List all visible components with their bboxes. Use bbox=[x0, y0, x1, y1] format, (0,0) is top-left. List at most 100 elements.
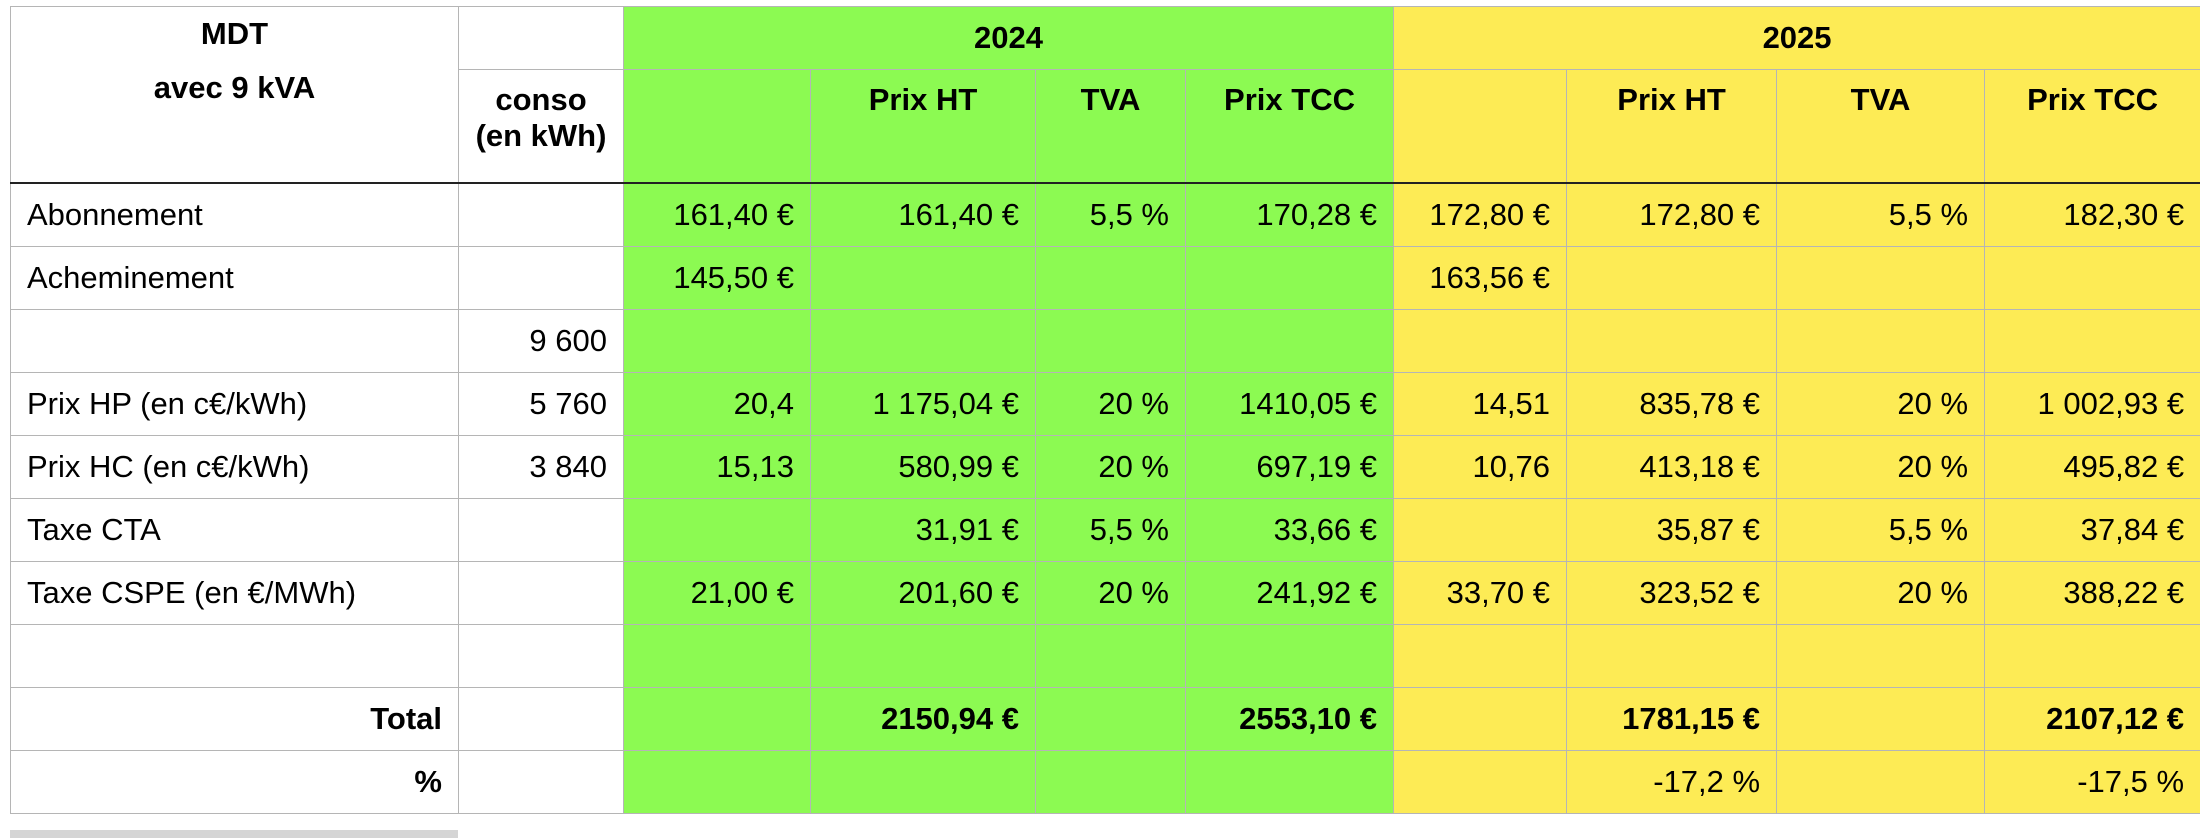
cell-2024-base[interactable] bbox=[623, 687, 811, 751]
cell-2024-ttc[interactable]: 697,19 € bbox=[1184, 435, 1395, 499]
cell-2024-base[interactable]: 21,00 € bbox=[623, 561, 811, 625]
total-2025-ht[interactable]: 1781,15 € bbox=[1566, 687, 1778, 751]
cell-2024-ht[interactable]: 1 175,04 € bbox=[810, 372, 1036, 436]
cell-2024-ht[interactable] bbox=[810, 750, 1036, 814]
cell-2025-ht[interactable] bbox=[1566, 309, 1778, 373]
cell-2024-ht[interactable]: 580,99 € bbox=[810, 435, 1036, 499]
cell-2025-tva[interactable]: 20 % bbox=[1776, 372, 1986, 436]
cell-2024-ht[interactable]: 201,60 € bbox=[810, 561, 1036, 625]
cell-2025-base[interactable]: 163,56 € bbox=[1393, 246, 1568, 310]
cell-2025-ttc[interactable] bbox=[1984, 309, 2200, 373]
cell-2024-base[interactable]: 15,13 bbox=[623, 435, 811, 499]
col-header-2025-base[interactable] bbox=[1393, 69, 1568, 184]
cell-2024-base[interactable]: 20,4 bbox=[623, 372, 811, 436]
percent-label[interactable]: % bbox=[10, 750, 459, 814]
cell-2025-base[interactable] bbox=[1393, 309, 1568, 373]
cell-2025-ttc[interactable]: 495,82 € bbox=[1984, 435, 2200, 499]
cell-2024-tva[interactable] bbox=[1035, 246, 1186, 310]
cell-2025-tva[interactable]: 5,5 % bbox=[1776, 182, 1986, 247]
row-label[interactable] bbox=[10, 309, 459, 373]
cell-2025-ttc[interactable]: 37,84 € bbox=[1984, 498, 2200, 562]
cell-2025-base[interactable]: 10,76 bbox=[1393, 435, 1568, 499]
cell-2025-tva[interactable] bbox=[1776, 687, 1986, 751]
cell-2024-ht[interactable]: 31,91 € bbox=[810, 498, 1036, 562]
cell-2024-ht[interactable]: 161,40 € bbox=[810, 182, 1036, 247]
percent-2025-ttc[interactable]: -17,5 % bbox=[1984, 750, 2200, 814]
cell-2024-ht[interactable] bbox=[810, 246, 1036, 310]
total-2025-ttc[interactable]: 2107,12 € bbox=[1984, 687, 2200, 751]
cell-2025-tva[interactable] bbox=[1776, 309, 1986, 373]
cell-2024-ht[interactable] bbox=[810, 624, 1036, 688]
col-header-2024-prix-ttc[interactable]: Prix TCC bbox=[1184, 69, 1395, 184]
total-2024-ht[interactable]: 2150,94 € bbox=[810, 687, 1036, 751]
row-label[interactable]: Abonnement bbox=[10, 182, 459, 247]
cell-2024-tva[interactable]: 5,5 % bbox=[1035, 182, 1186, 247]
cell-2024-tva[interactable] bbox=[1035, 687, 1186, 751]
row-label[interactable]: Taxe CSPE (en €/MWh) bbox=[10, 561, 459, 625]
conso-cell[interactable] bbox=[458, 687, 624, 751]
total-label[interactable]: Total bbox=[10, 687, 459, 751]
cell-2025-base[interactable]: 172,80 € bbox=[1393, 182, 1568, 247]
cell-2024-ht[interactable] bbox=[810, 309, 1036, 373]
cell-2024-base[interactable]: 161,40 € bbox=[623, 182, 811, 247]
cell-2025-tva[interactable] bbox=[1776, 750, 1986, 814]
cell-2024-tva[interactable] bbox=[1035, 309, 1186, 373]
cell-2025-tva[interactable]: 20 % bbox=[1776, 435, 1986, 499]
cell-2024-base[interactable] bbox=[623, 750, 811, 814]
conso-cell[interactable]: 3 840 bbox=[458, 435, 624, 499]
row-label[interactable]: Prix HP (en c€/kWh) bbox=[10, 372, 459, 436]
row-label[interactable] bbox=[10, 624, 459, 688]
cell-2025-base[interactable] bbox=[1393, 687, 1568, 751]
row-label[interactable]: Acheminement bbox=[10, 246, 459, 310]
percent-2025-ht[interactable]: -17,2 % bbox=[1566, 750, 1778, 814]
conso-cell[interactable] bbox=[458, 182, 624, 247]
cell-2025-ht[interactable]: 835,78 € bbox=[1566, 372, 1778, 436]
cell-2025-tva[interactable] bbox=[1776, 246, 1986, 310]
cell-2025-ht[interactable]: 35,87 € bbox=[1566, 498, 1778, 562]
year-header-2025[interactable]: 2025 bbox=[1393, 6, 2200, 70]
cell-2025-ttc[interactable]: 182,30 € bbox=[1984, 182, 2200, 247]
cell-2024-ttc[interactable] bbox=[1184, 246, 1395, 310]
cell-2024-base[interactable]: 145,50 € bbox=[623, 246, 811, 310]
cell-2024-base[interactable] bbox=[623, 309, 811, 373]
cell-2025-ht[interactable]: 413,18 € bbox=[1566, 435, 1778, 499]
cell-2024-tva[interactable]: 20 % bbox=[1035, 435, 1186, 499]
cell-2025-base[interactable]: 14,51 bbox=[1393, 372, 1568, 436]
cell-2025-ht[interactable]: 172,80 € bbox=[1566, 182, 1778, 247]
cell-2024-ttc[interactable] bbox=[1184, 750, 1395, 814]
cell-2024-ttc[interactable]: 1410,05 € bbox=[1184, 372, 1395, 436]
cell-2025-ttc[interactable] bbox=[1984, 246, 2200, 310]
col-header-2025-prix-ht[interactable]: Prix HT bbox=[1566, 69, 1778, 184]
cell-blank-header[interactable] bbox=[458, 6, 624, 70]
conso-cell[interactable] bbox=[458, 561, 624, 625]
cell-2025-base[interactable]: 33,70 € bbox=[1393, 561, 1568, 625]
conso-cell[interactable] bbox=[458, 624, 624, 688]
cell-2025-ttc[interactable] bbox=[1984, 624, 2200, 688]
cell-2024-ttc[interactable]: 170,28 € bbox=[1184, 182, 1395, 247]
cell-2024-base[interactable] bbox=[623, 498, 811, 562]
conso-header-cell[interactable]: conso (en kWh) bbox=[458, 69, 624, 184]
cell-2025-base[interactable] bbox=[1393, 498, 1568, 562]
cell-2025-ht[interactable] bbox=[1566, 246, 1778, 310]
cell-2024-ttc[interactable] bbox=[1184, 624, 1395, 688]
conso-cell[interactable] bbox=[458, 750, 624, 814]
cell-2025-base[interactable] bbox=[1393, 624, 1568, 688]
row-label[interactable]: Prix HC (en c€/kWh) bbox=[10, 435, 459, 499]
cell-2024-ttc[interactable]: 33,66 € bbox=[1184, 498, 1395, 562]
conso-cell[interactable] bbox=[458, 498, 624, 562]
cell-2025-tva[interactable] bbox=[1776, 624, 1986, 688]
conso-cell[interactable]: 9 600 bbox=[458, 309, 624, 373]
conso-cell[interactable] bbox=[458, 246, 624, 310]
sheet-title-cell[interactable]: MDT avec 9 kVA bbox=[10, 6, 459, 184]
cell-2024-ttc[interactable]: 241,92 € bbox=[1184, 561, 1395, 625]
cell-2024-base[interactable] bbox=[623, 624, 811, 688]
col-header-2025-tva[interactable]: TVA bbox=[1776, 69, 1986, 184]
cell-2024-tva[interactable] bbox=[1035, 624, 1186, 688]
cell-2025-tva[interactable]: 5,5 % bbox=[1776, 498, 1986, 562]
year-header-2024[interactable]: 2024 bbox=[622, 6, 1395, 70]
cell-2024-ttc[interactable] bbox=[1184, 309, 1395, 373]
cell-2025-ht[interactable] bbox=[1566, 624, 1778, 688]
row-label[interactable]: Taxe CTA bbox=[10, 498, 459, 562]
cell-2024-tva[interactable]: 5,5 % bbox=[1035, 498, 1186, 562]
cell-2025-tva[interactable]: 20 % bbox=[1776, 561, 1986, 625]
